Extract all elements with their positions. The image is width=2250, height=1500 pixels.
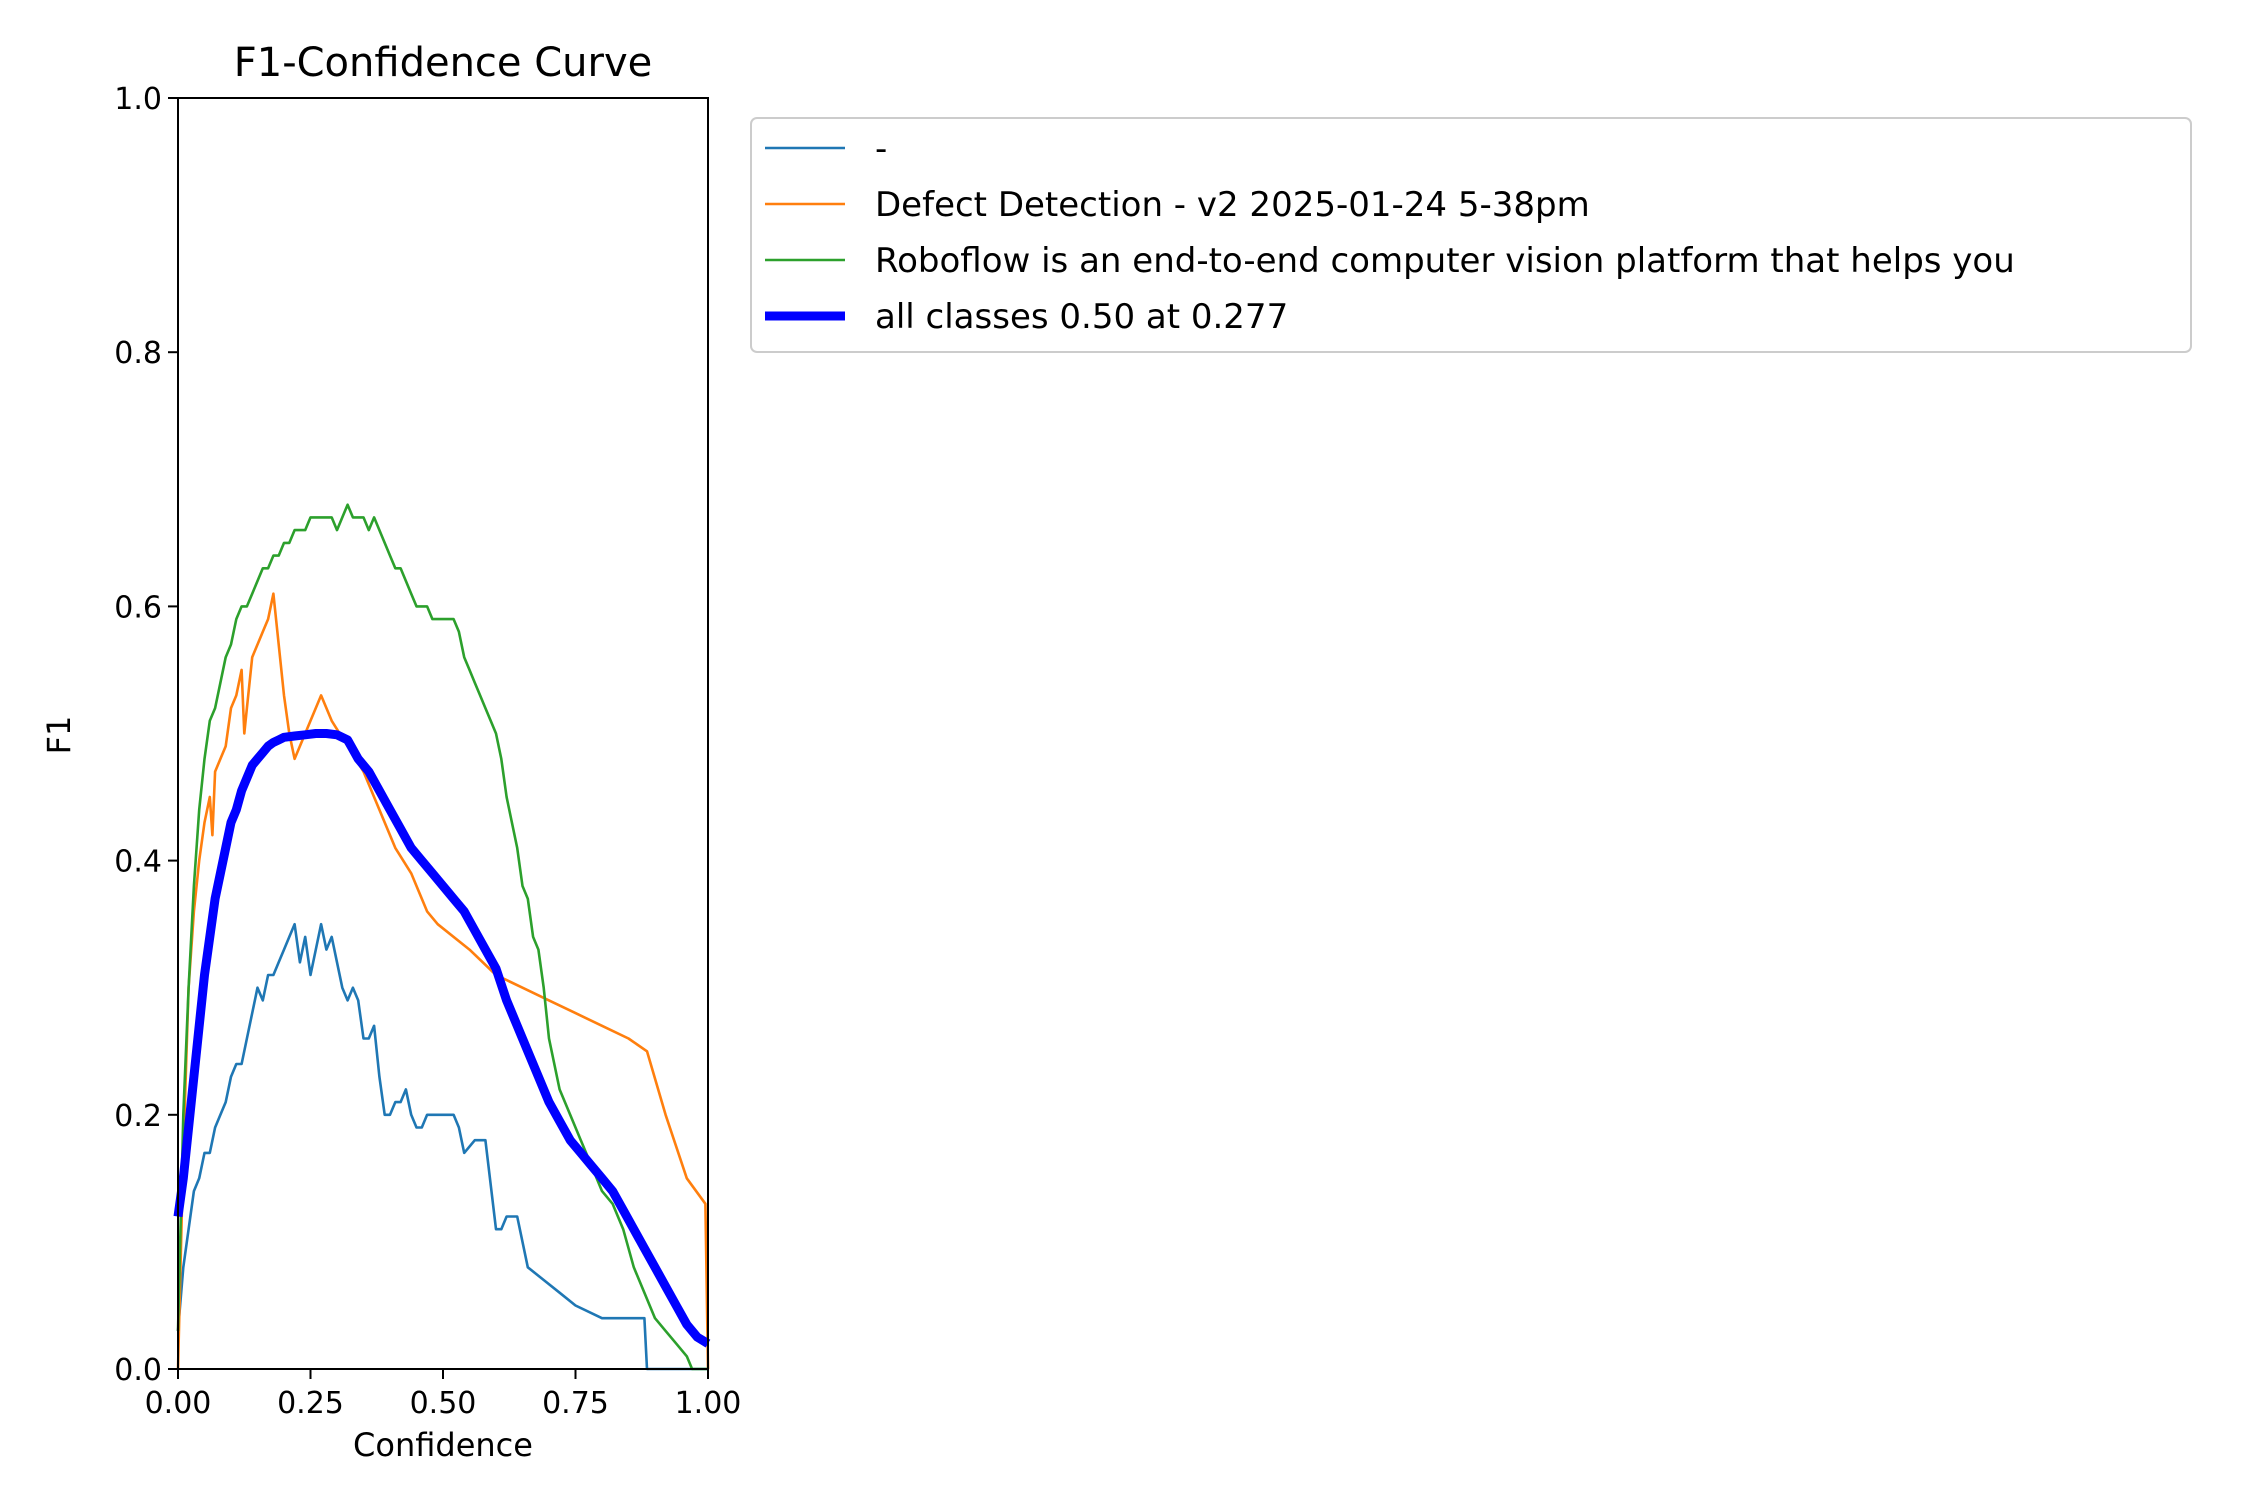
y-tick-label: 0.0 [114,1353,162,1388]
series-line-4 [173,729,711,1348]
plot-area [173,503,711,1371]
series-line-1 [176,922,708,1371]
legend-entry-4: all classes 0.50 at 0.277 [875,297,1288,337]
legend-entry-3: Roboflow is an end-to-end computer visio… [875,241,2015,281]
series-line-3 [176,503,708,1371]
x-tick-label: 0.25 [277,1386,344,1421]
y-tick-label: 1.0 [114,82,162,117]
x-tick-label: 0.00 [145,1386,212,1421]
y-tick-label: 0.2 [114,1099,162,1134]
legend-entry-1: - [875,129,887,169]
legend: - Defect Detection - v2 2025-01-24 5-38pm… [750,117,2192,353]
axes: 0.00 0.25 0.50 0.75 1.00 0.0 0.2 0.4 0.6 0.8 1.0 [114,82,741,1421]
y-tick-label: 0.6 [114,590,162,625]
y-tick-label: 0.4 [114,845,162,880]
legend-box [750,117,2192,353]
chart-title: F1-Confidence Curve [234,40,653,86]
y-tick-label: 0.8 [114,336,162,371]
series-line-2 [176,592,710,1370]
x-tick-label: 1.00 [675,1386,742,1421]
x-tick-label: 0.50 [410,1386,477,1421]
axes-frame [177,97,709,1370]
legend-entry-2: Defect Detection - v2 2025-01-24 5-38pm [875,185,1590,225]
x-tick-label: 0.75 [542,1386,609,1421]
y-axis-label: F1 [40,716,78,755]
x-axis-label: Confidence [353,1426,533,1464]
